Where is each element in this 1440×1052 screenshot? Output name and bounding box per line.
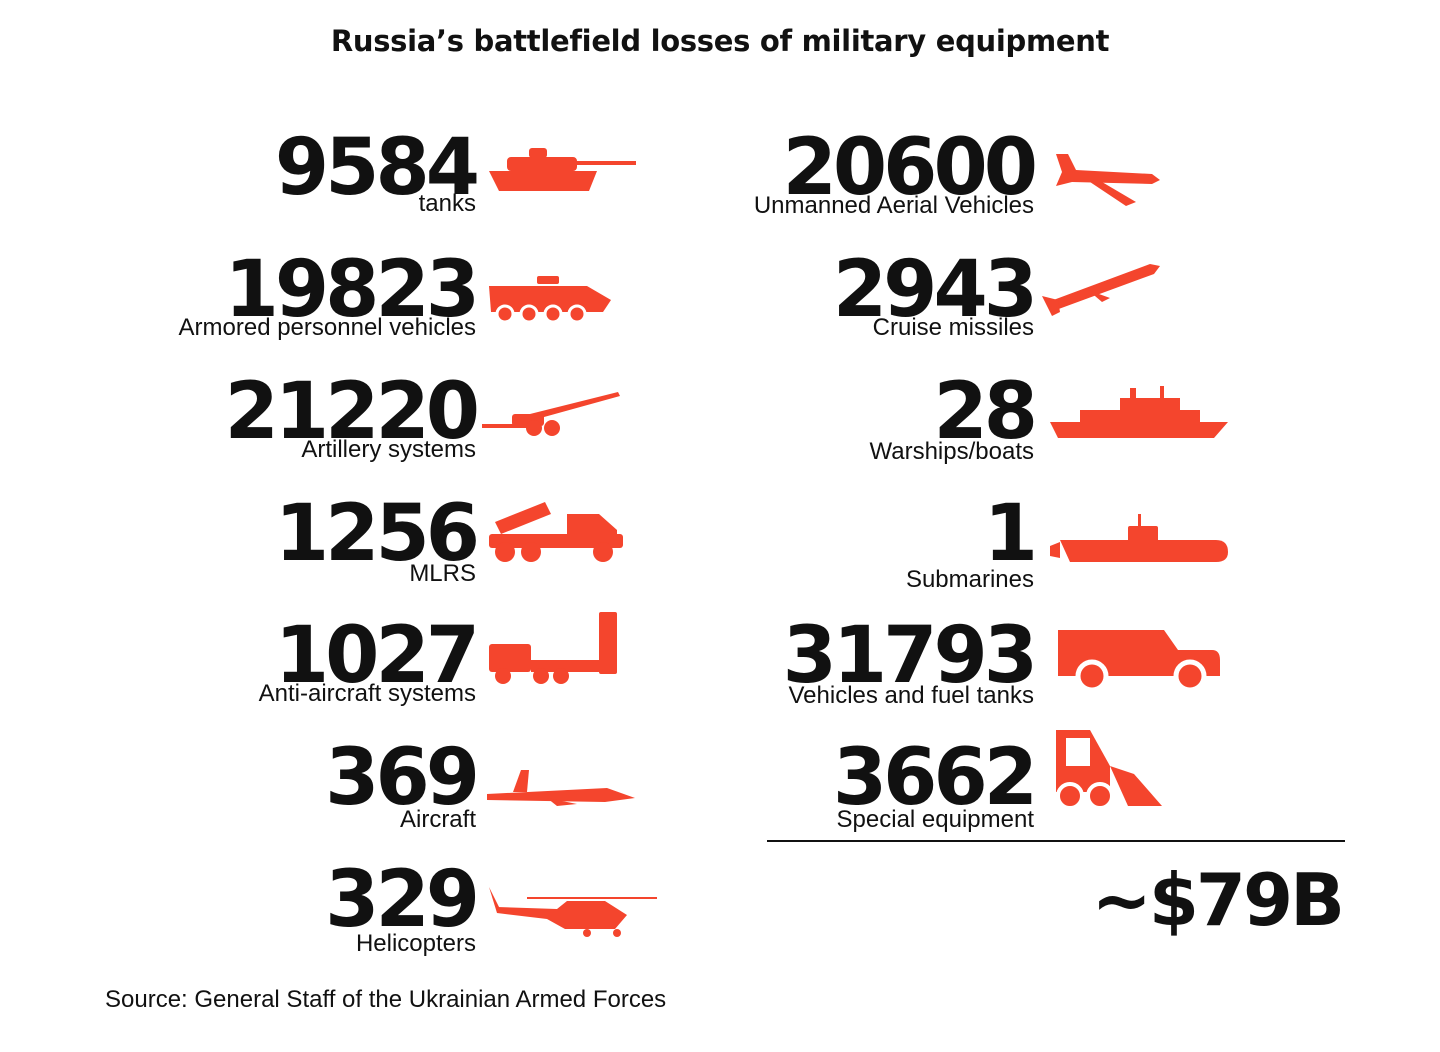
stat-helicopters: 329 Helicopters <box>0 855 480 970</box>
stat-label: Warships/boats <box>869 438 1034 465</box>
submarine-icon <box>1050 512 1228 564</box>
stat-label: Anti-aircraft systems <box>258 680 476 707</box>
stat-value: 28 <box>933 367 1038 457</box>
stat-value: 1 <box>983 489 1038 579</box>
total-divider <box>767 840 1345 842</box>
special-equipment-icon <box>1048 724 1164 810</box>
stat-uav: 20600 Unmanned Aerial Vehicles <box>600 123 1038 238</box>
stat-tanks: 9584 tanks <box>0 123 480 238</box>
aircraft-icon <box>487 768 637 808</box>
chart-title: Russia’s battlefield losses of military … <box>330 24 1110 58</box>
stat-label: Artillery systems <box>301 436 476 463</box>
stat-label: Special equipment <box>836 806 1034 833</box>
mlrs-icon <box>487 500 625 564</box>
stat-label: Cruise missiles <box>872 314 1034 341</box>
total-value: ~$79B <box>1091 858 1345 942</box>
stat-label: MLRS <box>409 560 476 587</box>
stat-label: Unmanned Aerial Vehicles <box>753 192 1034 219</box>
stat-value: 19823 <box>224 245 480 335</box>
stat-special-equipment: 3662 Special equipment <box>600 733 1038 848</box>
helicopter-icon <box>487 885 659 937</box>
tank-icon <box>487 145 637 197</box>
artillery-icon <box>482 390 622 438</box>
stat-label: Submarines <box>905 566 1034 593</box>
stat-value: 2943 <box>832 245 1038 335</box>
stat-value: 21220 <box>224 367 480 457</box>
stat-value: 1256 <box>274 489 480 579</box>
stat-label: Armored personnel vehicles <box>178 314 476 341</box>
vehicle-icon <box>1054 628 1224 694</box>
stat-apc: 19823 Armored personnel vehicles <box>0 245 480 360</box>
stat-value: 369 <box>325 733 480 823</box>
stat-value: 3662 <box>832 733 1038 823</box>
stat-anti-aircraft: 1027 Anti-aircraft systems <box>0 611 480 726</box>
drone-icon <box>1052 152 1162 210</box>
stat-mlrs: 1256 MLRS <box>0 489 480 604</box>
stat-value: 329 <box>325 855 480 945</box>
stat-value: 20600 <box>782 123 1038 213</box>
stat-label: tanks <box>418 190 476 217</box>
stat-value: 1027 <box>274 611 480 701</box>
stat-warships: 28 Warships/boats <box>600 367 1038 482</box>
stat-label: Helicopters <box>355 930 476 957</box>
stat-cruise-missiles: 2943 Cruise missiles <box>600 245 1038 360</box>
warship-icon <box>1050 386 1230 440</box>
stat-value: 31793 <box>782 611 1038 701</box>
source-note: Source: General Staff of the Ukrainian A… <box>105 986 667 1013</box>
stat-aircraft: 369 Aircraft <box>0 733 480 848</box>
stat-value: 9584 <box>274 123 480 213</box>
apc-icon <box>487 276 613 324</box>
stat-submarines: 1 Submarines <box>600 489 1038 604</box>
stat-label: Vehicles and fuel tanks <box>788 682 1035 709</box>
stat-label: Aircraft <box>399 806 476 833</box>
stat-artillery: 21220 Artillery systems <box>0 367 480 482</box>
missile-icon <box>1040 260 1164 320</box>
anti-aircraft-icon <box>487 610 619 686</box>
stat-vehicles: 31793 Vehicles and fuel tanks <box>600 611 1038 726</box>
